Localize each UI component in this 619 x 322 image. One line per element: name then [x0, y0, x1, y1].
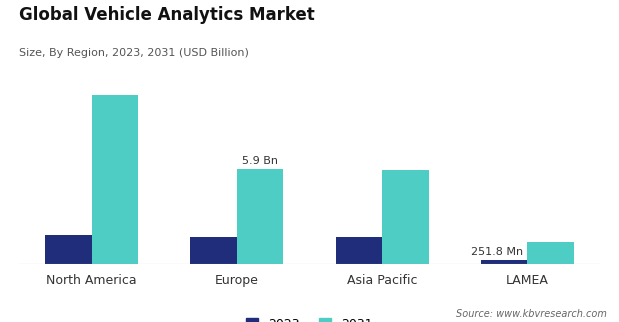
Legend: 2023, 2031: 2023, 2031 — [241, 313, 378, 322]
Bar — [237, 169, 284, 264]
Bar — [45, 235, 92, 264]
Bar — [335, 238, 382, 264]
Bar — [190, 237, 237, 264]
Bar — [92, 95, 138, 264]
Bar — [527, 242, 574, 264]
Bar — [382, 170, 429, 264]
Text: 251.8 Mn: 251.8 Mn — [471, 247, 523, 257]
Text: Global Vehicle Analytics Market: Global Vehicle Analytics Market — [19, 6, 314, 24]
Text: Size, By Region, 2023, 2031 (USD Billion): Size, By Region, 2023, 2031 (USD Billion… — [19, 48, 248, 58]
Bar — [481, 260, 527, 264]
Text: Source: www.kbvresearch.com: Source: www.kbvresearch.com — [456, 309, 607, 319]
Text: 5.9 Bn: 5.9 Bn — [242, 156, 278, 166]
